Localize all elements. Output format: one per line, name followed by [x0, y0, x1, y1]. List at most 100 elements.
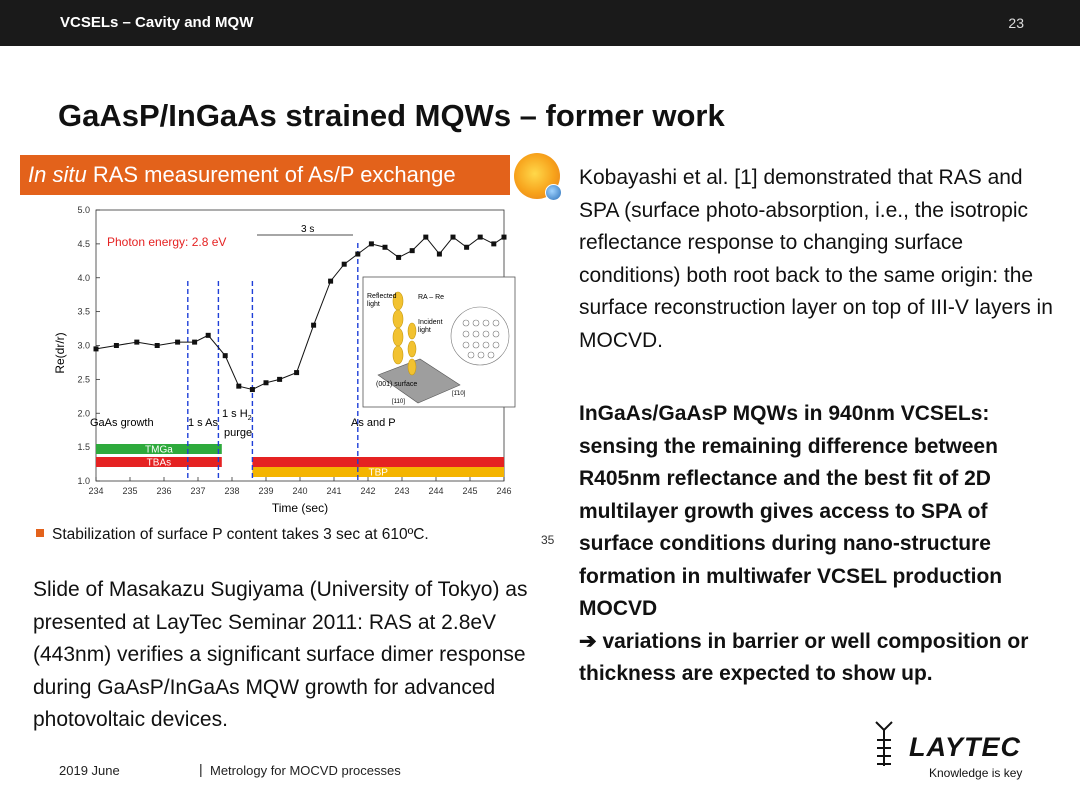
- y-tick-label: 1.5: [77, 442, 90, 452]
- y-tick-label: 3.0: [77, 341, 90, 351]
- embedded-slide-number: 35: [541, 533, 555, 547]
- data-point: [355, 251, 361, 257]
- data-point: [192, 339, 198, 345]
- inset-ra-label: RA – Re: [418, 294, 444, 301]
- data-point: [154, 343, 160, 348]
- as-and-p-label: As and P: [351, 417, 396, 429]
- purge-label: purge: [224, 427, 252, 439]
- section-title: VCSELs – Cavity and MQW: [60, 14, 254, 31]
- gaas-growth-label: GaAs growth: [90, 417, 154, 429]
- y-tick-label: 3.5: [77, 307, 90, 317]
- data-point: [396, 254, 402, 260]
- data-point: [501, 234, 507, 240]
- x-tick-label: 244: [428, 486, 443, 496]
- h2-subscript: 2: [248, 415, 252, 422]
- atom-lattice-icon: [450, 306, 510, 366]
- data-point: [263, 380, 269, 386]
- paragraph-vcsel-mqw-text: InGaAs/GaAsP MQWs in 940nm VCSELs: sensi…: [579, 402, 1003, 620]
- process-bar-label: TMGa: [145, 445, 173, 456]
- data-point: [450, 234, 456, 240]
- x-tick-label: 236: [156, 486, 171, 496]
- data-point: [93, 346, 99, 352]
- x-tick-label: 239: [258, 486, 273, 496]
- one-s-as-label: 1 s As: [188, 417, 218, 429]
- x-tick-label: 245: [462, 486, 477, 496]
- logo-wordmark: LAYTEC: [909, 732, 1021, 762]
- x-tick-label: 246: [496, 486, 511, 496]
- globe-icon: [545, 184, 562, 201]
- inset-diagram: Reflected light RA – Re Incident light (…: [362, 276, 516, 408]
- x-tick-label: 237: [190, 486, 205, 496]
- process-bar-tbas: [96, 457, 222, 467]
- inset-110-label: [110]: [392, 399, 405, 405]
- process-bar-tmga: [96, 444, 222, 454]
- paragraph-variations-text: variations in barrier or well compositio…: [579, 629, 1029, 686]
- y-tick-label: 4.0: [77, 273, 90, 283]
- y-axis-label: Re(dr/r): [53, 332, 67, 373]
- data-point: [382, 244, 388, 250]
- photon-energy-label: Photon energy: 2.8 eV: [107, 235, 226, 249]
- one-s-h2-label: 1 s H: [222, 408, 248, 420]
- logo-tagline: Knowledge is key: [929, 766, 1023, 780]
- svg-text:1 s H2: 1 s H2: [222, 408, 252, 422]
- banner-text: RAS measurement of As/P exchange: [86, 162, 456, 187]
- bullet-square-icon: [36, 529, 44, 537]
- data-point: [222, 353, 228, 359]
- header-bar: VCSELs – Cavity and MQW 23: [0, 0, 1080, 46]
- inset-surface-label: (001) surface: [376, 381, 417, 388]
- ras-chart: 234 235 236 237 238 239 240 241 242 243 244 245 246 1…: [53, 205, 516, 515]
- data-point: [477, 234, 483, 240]
- data-point: [464, 244, 470, 250]
- data-point: [175, 339, 181, 345]
- x-tick-label: 238: [224, 486, 239, 496]
- footer-date: 2019 June: [59, 763, 120, 778]
- x-tick-label: 241: [326, 486, 341, 496]
- inset-incident-light-label: light: [418, 327, 431, 334]
- x-tick-label: 235: [122, 486, 137, 496]
- x-axis-label: Time (sec): [272, 501, 328, 515]
- surface-plane-icon: [377, 358, 461, 404]
- laytec-logo: LAYTEC Knowledge is key: [873, 718, 1023, 788]
- inset-1bar10-label: [1̄10]: [452, 391, 466, 397]
- data-point: [294, 370, 300, 376]
- process-bar-label: TBAs: [147, 458, 171, 469]
- footer-separator: |: [199, 761, 203, 777]
- inset-light-label: light: [367, 301, 380, 308]
- footer-title: Metrology for MOCVD processes: [210, 763, 401, 778]
- data-point: [311, 322, 317, 328]
- light-waves-icon: [392, 291, 417, 376]
- inset-incident-label: Incident: [418, 319, 443, 326]
- slide-caption: Slide of Masakazu Sugiyama (University o…: [33, 578, 528, 731]
- x-tick-label: 243: [394, 486, 409, 496]
- y-tick-label: 2.5: [77, 374, 90, 384]
- embedded-slide-image: In situ RAS measurement of As/P exchange…: [20, 153, 566, 555]
- x-tick-label: 240: [292, 486, 307, 496]
- inset-reflected-label: Reflected: [367, 293, 397, 300]
- process-bar-tbp: [252, 467, 504, 477]
- data-point: [277, 376, 283, 382]
- series-line: [95, 236, 505, 391]
- data-point: [328, 278, 334, 284]
- data-point: [236, 383, 242, 389]
- arrow-right-icon: ➔: [579, 629, 597, 653]
- x-tick-label: 234: [88, 486, 103, 496]
- data-point: [436, 251, 442, 257]
- data-point: [113, 343, 119, 348]
- three-s-label: 3 s: [301, 224, 314, 235]
- y-tick-label: 2.0: [77, 408, 90, 418]
- data-point: [423, 234, 429, 240]
- data-point: [368, 241, 374, 247]
- slide-note: Stabilization of surface P content takes…: [36, 526, 429, 544]
- process-bar-label: TBP: [368, 468, 388, 479]
- data-point: [205, 332, 211, 338]
- data-point: [409, 248, 415, 254]
- paragraph-vcsel-mqw: InGaAs/GaAsP MQWs in 940nm VCSELs: sensi…: [579, 398, 1059, 691]
- data-point: [249, 387, 255, 393]
- banner: In situ RAS measurement of As/P exchange: [20, 155, 510, 195]
- data-point: [491, 241, 497, 247]
- banner-italic: In situ: [28, 162, 87, 187]
- y-tick-label: 1.0: [77, 476, 90, 486]
- laytec-symbol-icon: [875, 721, 893, 766]
- page-number: 23: [1008, 15, 1024, 31]
- y-tick-label: 4.5: [77, 239, 90, 249]
